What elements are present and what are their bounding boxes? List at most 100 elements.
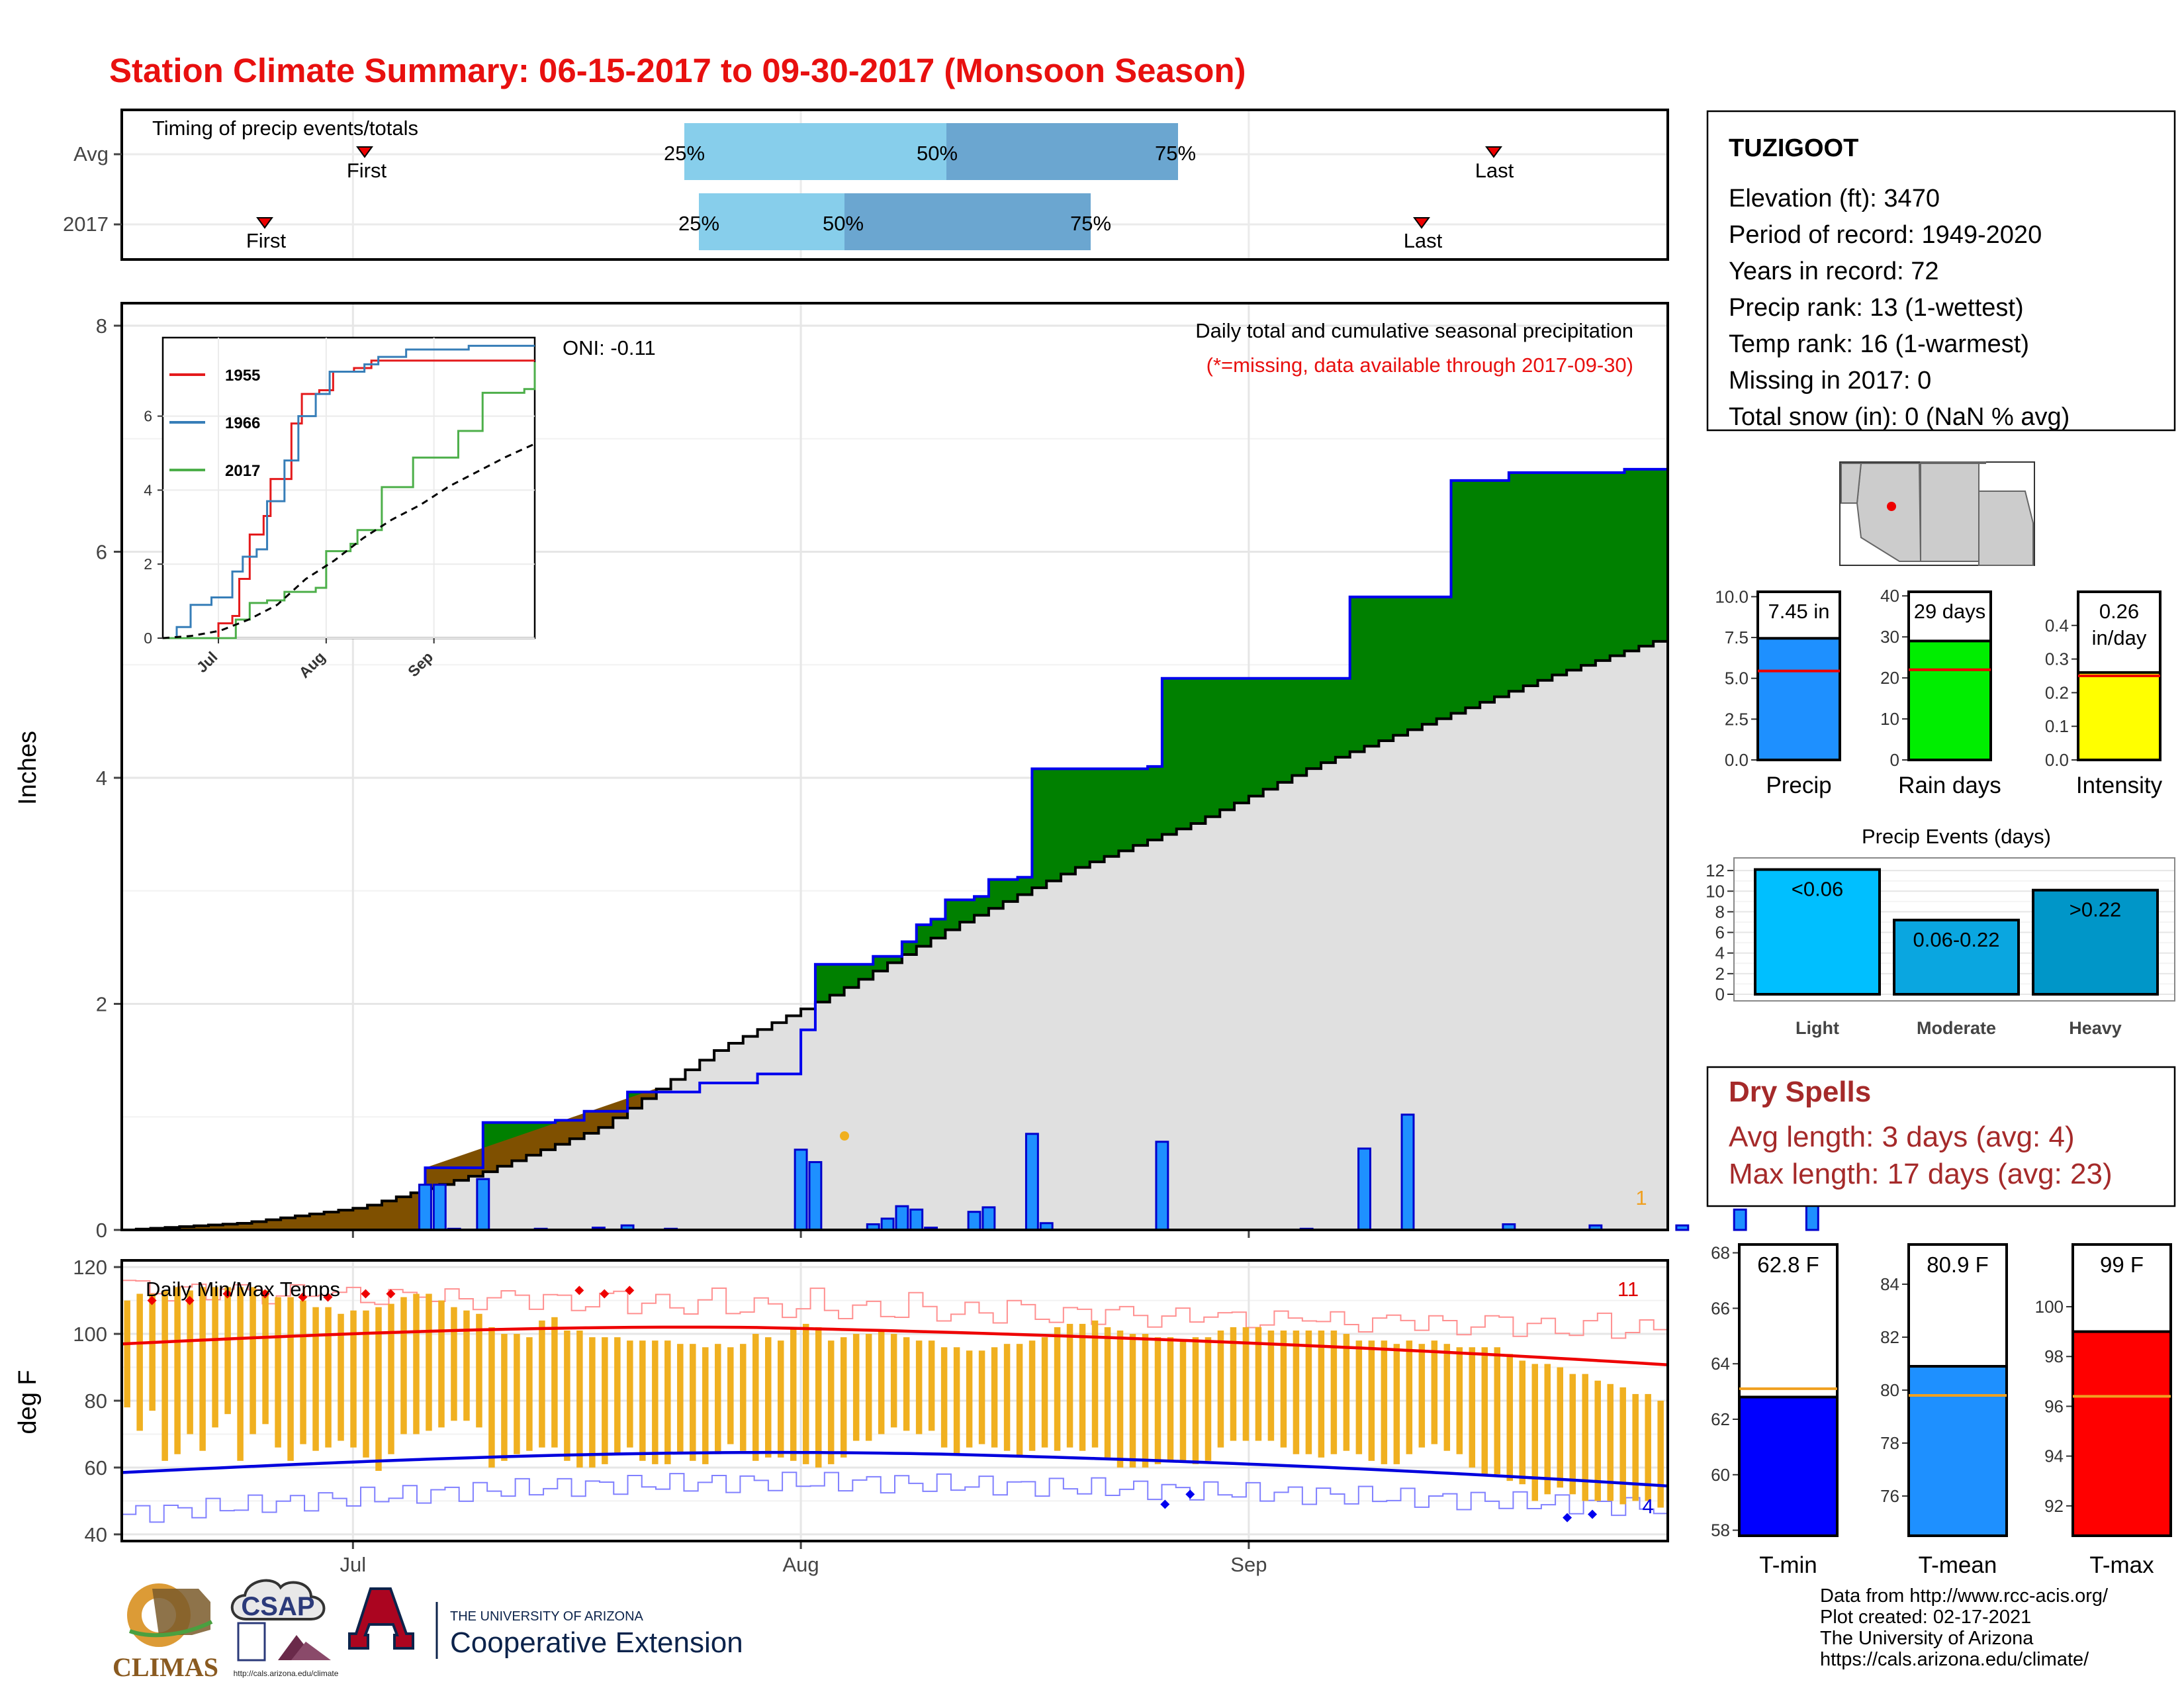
tmax-summary-tick-label: 100 [2035, 1297, 2064, 1317]
temp-range-bar-100 [1381, 1340, 1388, 1464]
temp-range-bar-62 [903, 1337, 910, 1431]
csap-logo-url: http://cals.arizona.edu/climate [234, 1669, 339, 1678]
csap-logo: CSAP http://cals.arizona.edu/climate [230, 1579, 339, 1678]
temp-range-bar-94 [1305, 1331, 1312, 1454]
temp-range-bar-61 [890, 1334, 897, 1428]
temp-range-bar-6 [199, 1287, 206, 1451]
main-ytick-label-4: 4 [96, 767, 107, 790]
tmin-summary-tick-label: 60 [1711, 1465, 1730, 1485]
temp-range-bar-31 [514, 1334, 520, 1454]
average-cumulative-area [122, 636, 1668, 1230]
average-high-line [121, 1325, 1668, 1367]
temp-range-bar-113 [1544, 1364, 1551, 1495]
temp-range-bar-3 [161, 1290, 168, 1461]
temp-range-bar-102 [1406, 1340, 1413, 1454]
yr-p25: 25% [678, 212, 719, 235]
temp-range-bar-93 [1293, 1331, 1300, 1454]
oni-label: ONI: -0.11 [563, 336, 656, 359]
locator-map [1839, 461, 2035, 566]
temp-range-bar-118 [1607, 1383, 1614, 1501]
temp-range-bar-87 [1217, 1331, 1224, 1448]
temp-range-bar-111 [1519, 1360, 1526, 1485]
precip-summary-category-label: Precip [1766, 773, 1831, 798]
dry-spells-max: Max length: 17 days (avg: 23) [1729, 1158, 2113, 1190]
temp-range-bar-120 [1632, 1393, 1639, 1501]
intensity-summary-value-label: 0.26 [2099, 600, 2139, 623]
temp-range-bar-8 [224, 1287, 231, 1415]
daily-precip-bar-26 [1733, 1208, 1747, 1231]
temp-range-bar-58 [852, 1334, 860, 1441]
inset-line-1 [163, 344, 535, 639]
temp-xtick-label-0: Jul [340, 1553, 366, 1576]
temp-range-bar-65 [940, 1347, 948, 1448]
temp-range-bar-49 [740, 1344, 747, 1451]
temp-range-bar-109 [1494, 1347, 1501, 1475]
temp-range-bar-81 [1142, 1334, 1149, 1468]
daily-precip-bar-8 [794, 1149, 808, 1231]
avg-range-50-75 [946, 123, 1178, 180]
temp-range-bar-7 [212, 1287, 218, 1428]
record-high-marker-2 [222, 1289, 232, 1299]
record-low-marker-1 [1185, 1489, 1195, 1499]
temp-range-bar-80 [1129, 1334, 1136, 1468]
yr-range-25-50 [699, 193, 844, 250]
temp-range-bar-57 [840, 1337, 847, 1458]
footer-line-4: https://cals.arizona.edu/climate/ [1820, 1649, 2089, 1670]
tmean-summary-value-label: 80.9 F [1927, 1252, 1989, 1277]
temp-range-bar-34 [551, 1317, 558, 1448]
temp-range-bar-104 [1431, 1340, 1438, 1444]
temp-range-bar-40 [627, 1340, 633, 1448]
raindays-summary-value-bar [1907, 639, 1992, 762]
tmin-summary-category-label: T-min [1759, 1552, 1817, 1578]
tmin-summary-tick-label: 66 [1711, 1298, 1730, 1318]
temp-range-bar-73 [1041, 1337, 1048, 1448]
temp-range-bar-28 [476, 1313, 482, 1428]
dry-spells-box: Dry Spells Avg length: 3 days (avg: 4) M… [1706, 1066, 2176, 1207]
precip-summary: 0.0 2.5 5.0 7.5 10.0 7.45 in Precip [1715, 586, 1841, 798]
temp-range-bar-9 [237, 1287, 244, 1461]
main-ytick-label-6: 6 [96, 541, 107, 564]
temp-ytick-label-100: 100 [73, 1323, 107, 1346]
daily-precip-bar-21 [1357, 1147, 1371, 1231]
temp-range-bar-13 [287, 1297, 294, 1461]
intensity-summary-tick-label: 0.2 [2045, 682, 2069, 702]
station-precip-rank: Precip rank: 13 (1-wettest) [1729, 294, 2024, 322]
temp-range-bar-121 [1645, 1393, 1651, 1501]
precip-summary-value-bar [1756, 637, 1841, 761]
avg-p25: 25% [664, 142, 705, 165]
yr-p75: 75% [1070, 212, 1111, 235]
temp-range-bar-51 [765, 1337, 772, 1458]
record-high-marker-5 [323, 1292, 333, 1302]
station-temp-rank: Temp rank: 16 (1-warmest) [1729, 330, 2029, 358]
temp-range-bar-107 [1469, 1347, 1476, 1468]
temp-range-bar-91 [1267, 1331, 1275, 1441]
temp-range-bar-64 [928, 1340, 935, 1431]
temp-range-bar-101 [1393, 1344, 1400, 1464]
events-ytick-label-2: 2 [1715, 964, 1725, 984]
temp-range-bar-85 [1192, 1337, 1199, 1464]
raindays-summary-tick-label: 10 [1880, 709, 1899, 729]
temp-range-bar-97 [1343, 1334, 1350, 1451]
temp-range-bar-68 [978, 1350, 985, 1444]
temp-ytick-label-40: 40 [85, 1523, 107, 1546]
inset-legend-label-2: 2017 [225, 462, 260, 480]
temp-range-bar-27 [463, 1310, 470, 1421]
tmin-summary-value-bar [1738, 1395, 1839, 1537]
footer: CLIMAS CSAP http://cals.arizona.edu/clim… [113, 1579, 2109, 1682]
temp-range-bar-42 [652, 1340, 659, 1464]
temp-range-bar-45 [690, 1344, 696, 1461]
temp-range-bar-86 [1205, 1337, 1212, 1461]
raindays-summary-category-label: Rain days [1898, 773, 2001, 798]
tmin-summary-tick-label: 64 [1711, 1354, 1730, 1374]
avg-last-label: Last [1475, 159, 1514, 182]
tmean-summary-tick-label: 76 [1880, 1486, 1899, 1506]
footer-line-1: Data from http://www.rcc-acis.org/ [1820, 1585, 2109, 1607]
temp-range-bar-71 [1016, 1344, 1023, 1458]
temp-range-bar-44 [677, 1344, 684, 1454]
temp-range-bar-16 [325, 1307, 332, 1448]
station-name: TUZIGOOT [1729, 134, 1858, 162]
temp-range-bar-108 [1481, 1347, 1488, 1475]
station-elevation: Elevation (ft): 3470 [1729, 185, 1940, 212]
inset-ytick-label-2: 2 [144, 555, 152, 573]
